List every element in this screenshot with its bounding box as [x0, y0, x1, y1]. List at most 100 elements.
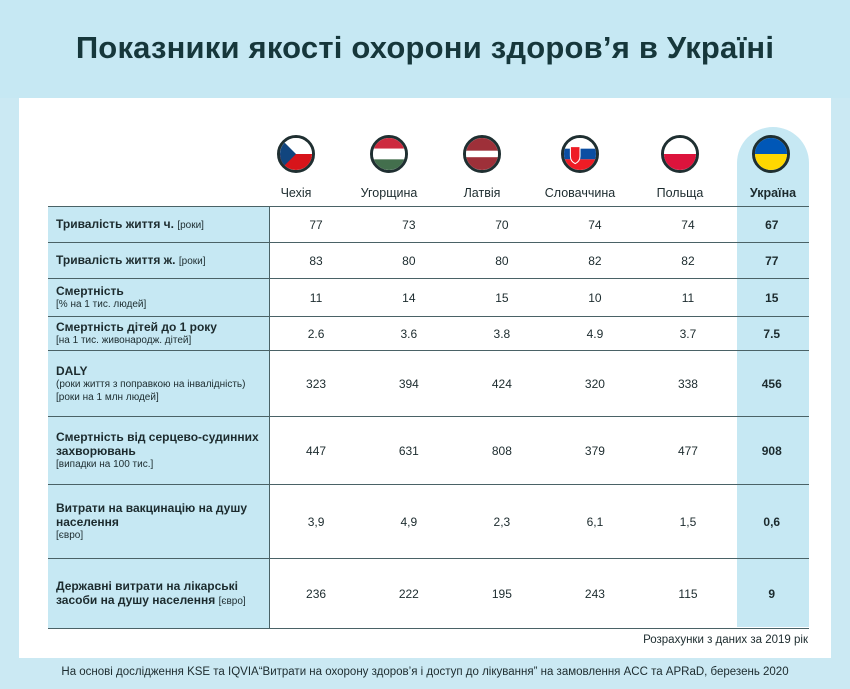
table-cell: 80 [362, 242, 456, 279]
row-label-text: Смертність [56, 284, 124, 298]
table-cell: 10 [548, 278, 642, 317]
table-cell: 2,3 [455, 484, 549, 559]
col-header-hungary: Угорщина [360, 186, 418, 200]
table-cell: 82 [641, 242, 735, 279]
row-label-text: Тривалість життя ч. [56, 216, 174, 231]
table-cell: 70 [455, 206, 549, 243]
row-unit: [роки] [177, 219, 204, 231]
table-cell-ukraine: 7.5 [734, 316, 809, 351]
table-cell: 77 [269, 206, 363, 243]
row-unit: (роки життя з поправкою на інвалідність)… [56, 378, 246, 403]
slovakia-flag-icon [561, 135, 599, 173]
table-cell: 1,5 [641, 484, 735, 559]
row-label-text: Тривалість життя ж. [56, 252, 176, 267]
table-cell: 195 [455, 558, 549, 629]
table-cell: 14 [362, 278, 456, 317]
table-cell: 222 [362, 558, 456, 629]
row-unit: [роки] [178, 255, 206, 267]
row-label-text: Державні витрати на лікарські засоби на … [56, 578, 238, 607]
table-cell: 3,9 [269, 484, 363, 559]
table-cell: 83 [269, 242, 363, 279]
right-decor-strip [831, 98, 850, 658]
left-decor-strip [0, 98, 19, 658]
table-cell: 11 [641, 278, 735, 317]
table-cell: 4.9 [548, 316, 642, 351]
col-header-slovakia: Словаччина [544, 186, 616, 200]
table-cell-ukraine: 908 [734, 416, 809, 485]
col-header-poland: Польща [656, 186, 704, 200]
footer-band [0, 658, 850, 689]
table-cell-ukraine: 0,6 [734, 484, 809, 559]
table-cell-ukraine: 67 [734, 206, 809, 243]
col-header-latvia: Латвія [463, 186, 501, 200]
table-cell: 74 [548, 206, 642, 243]
table-cell: 424 [455, 350, 549, 417]
table-row: Тривалість життя ж. [роки] 83 80 80 82 8… [48, 242, 809, 279]
table-cell: 394 [362, 350, 456, 417]
row-unit: [на 1 тис. живонародж. дітей] [56, 335, 192, 346]
table-cell: 4,9 [362, 484, 456, 559]
page-title: Показники якості охорони здоров’я в Укра… [75, 30, 775, 65]
table-cell: 808 [455, 416, 549, 485]
col-header-czech: Чехія [280, 186, 312, 200]
table-cell-ukraine: 9 [734, 558, 809, 629]
table-row: DALY (роки життя з поправкою на інвалідні… [48, 350, 809, 417]
table-cell: 82 [548, 242, 642, 279]
row-unit: [євро] [218, 595, 246, 607]
row-label: Державні витрати на лікарські засоби на … [48, 558, 270, 629]
table-cell: 2.6 [269, 316, 363, 351]
table-row: Смертність від серцево-судинних захворюв… [48, 416, 809, 485]
table-cell: 6,1 [548, 484, 642, 559]
row-label: DALY (роки життя з поправкою на інвалідні… [48, 350, 270, 417]
data-year-note: Розрахунки з даних за 2019 рік [643, 634, 808, 646]
row-label: Витрати на вакцинацію на душу населення[… [48, 484, 270, 559]
table-cell: 15 [455, 278, 549, 317]
ukraine-flag-icon [752, 135, 790, 173]
table-cell: 323 [269, 350, 363, 417]
table-cell-ukraine: 456 [734, 350, 809, 417]
row-label-text: Смертність дітей до 1 року [56, 320, 217, 334]
table-cell: 477 [641, 416, 735, 485]
table-row: Витрати на вакцинацію на душу населення[… [48, 484, 809, 559]
row-unit: [євро] [56, 530, 84, 541]
row-label-text: DALY [56, 363, 88, 378]
table-cell-ukraine: 15 [734, 278, 809, 317]
row-label: Тривалість життя ж. [роки] [48, 242, 270, 279]
table-cell: 3.8 [455, 316, 549, 351]
table-cell: 80 [455, 242, 549, 279]
table-row: Державні витрати на лікарські засоби на … [48, 558, 809, 629]
table-cell: 3.7 [641, 316, 735, 351]
table-cell: 631 [362, 416, 456, 485]
indicators-table: Тривалість життя ч. [роки] 77 73 70 74 7… [48, 206, 809, 629]
table-cell: 3.6 [362, 316, 456, 351]
row-unit: [% на 1 тис. людей] [56, 299, 147, 310]
table-row: Тривалість життя ч. [роки] 77 73 70 74 7… [48, 206, 809, 243]
table-cell: 379 [548, 416, 642, 485]
table-cell: 320 [548, 350, 642, 417]
row-label: Тривалість життя ч. [роки] [48, 206, 270, 243]
table-cell: 115 [641, 558, 735, 629]
row-label-text: Смертність від серцево-судинних захворюв… [56, 430, 259, 458]
table-cell: 338 [641, 350, 735, 417]
table-cell: 11 [269, 278, 363, 317]
table-cell: 236 [269, 558, 363, 629]
col-header-ukraine: Україна [749, 186, 797, 200]
row-label-text: Витрати на вакцинацію на душу населення [56, 501, 248, 529]
table-cell: 447 [269, 416, 363, 485]
table-cell: 74 [641, 206, 735, 243]
header-band [0, 0, 850, 98]
table-cell: 73 [362, 206, 456, 243]
row-label: Смертність від серцево-судинних захворюв… [48, 416, 270, 485]
table-row: Смертність [% на 1 тис. людей] 11 14 15 1… [48, 278, 809, 317]
table-cell-ukraine: 77 [734, 242, 809, 279]
hungary-flag-icon [370, 135, 408, 173]
row-label: Смертність [% на 1 тис. людей] [48, 278, 270, 317]
row-label: Смертність дітей до 1 року [на 1 тис. жив… [48, 316, 270, 351]
table-row: Смертність дітей до 1 року [на 1 тис. жив… [48, 316, 809, 351]
footer-source: На основі дослідження KSE та IQVIA“Витра… [61, 666, 789, 678]
table-cell: 243 [548, 558, 642, 629]
row-unit: [випадки на 100 тис.] [56, 459, 154, 470]
czech-flag-icon [277, 135, 315, 173]
latvia-flag-icon [463, 135, 501, 173]
poland-flag-icon [661, 135, 699, 173]
